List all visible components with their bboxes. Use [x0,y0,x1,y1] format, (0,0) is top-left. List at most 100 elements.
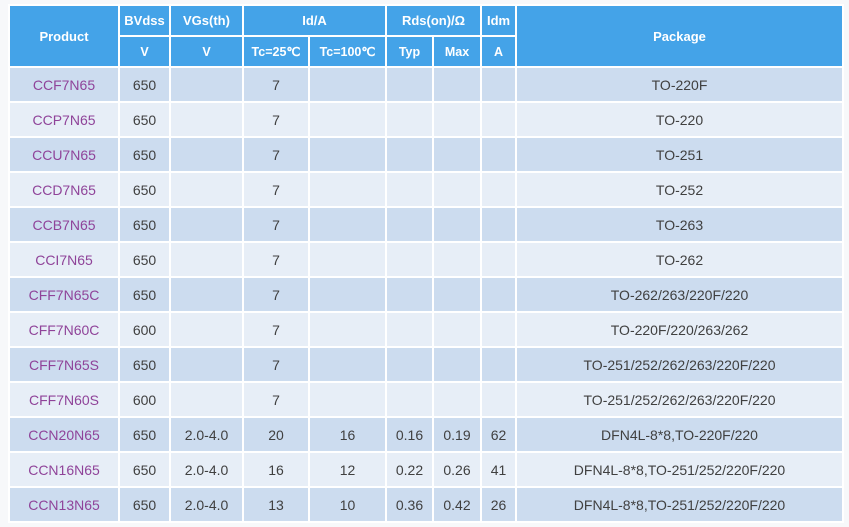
package-cell: TO-220F [515,66,845,103]
bvdss-cell: 650 [118,171,171,208]
header-bvdss-unit: V [118,35,171,68]
header-id-tc25: Tc=25℃ [242,35,310,68]
bvdss-cell: 650 [118,276,171,313]
package-cell: TO-220 [515,101,845,138]
vgsth-cell [169,276,244,313]
product-cell[interactable]: CCF7N65 [8,66,120,103]
idm-cell [480,171,518,208]
typ-cell [385,311,434,348]
bvdss-cell: 650 [118,136,171,173]
typ-cell [385,66,434,103]
product-cell[interactable]: CFF7N65S [8,346,120,383]
table-row: CFF7N60S 600 7 TO-251/252/262/263/220F/220 [8,381,845,418]
vgsth-cell [169,101,244,138]
table-row: CCN20N65 650 2.0-4.0 20 16 0.16 0.19 62 DFN4L-8*… [8,416,845,453]
header-idm-unit: A [480,35,518,68]
typ-cell [385,276,434,313]
id25-cell: 7 [242,206,310,243]
typ-cell [385,346,434,383]
id100-cell [308,381,387,418]
id25-cell: 20 [242,416,310,453]
max-cell [431,276,483,313]
idm-cell [480,206,518,243]
product-cell[interactable]: CCN13N65 [8,486,120,523]
table-row: CCI7N65 650 7 TO-262 [8,241,845,278]
product-cell[interactable]: CCN20N65 [8,416,120,453]
idm-cell: 26 [480,486,518,523]
idm-cell [480,241,518,278]
vgsth-cell: 2.0-4.0 [169,416,244,453]
bvdss-cell: 650 [118,451,171,488]
bvdss-cell: 600 [118,381,171,418]
id100-cell [308,276,387,313]
id100-cell [308,66,387,103]
header-rds-typ: Typ [385,35,434,68]
package-cell: TO-263 [515,206,845,243]
idm-cell: 62 [480,416,518,453]
max-cell [431,101,483,138]
id100-cell [308,136,387,173]
typ-cell [385,241,434,278]
vgsth-cell [169,171,244,208]
package-cell: DFN4L-8*8,TO-251/252/220F/220 [515,451,845,488]
table-row: CFF7N60C 600 7 TO-220F/220/263/262 [8,311,845,348]
idm-cell [480,101,518,138]
product-cell[interactable]: CCN16N65 [8,451,120,488]
vgsth-cell [169,206,244,243]
id25-cell: 7 [242,381,310,418]
table-row: CFF7N65S 650 7 TO-251/252/262/263/220F/220 [8,346,845,383]
product-cell[interactable]: CCD7N65 [8,171,120,208]
id100-cell: 16 [308,416,387,453]
idm-cell: 41 [480,451,518,488]
id25-cell: 16 [242,451,310,488]
product-cell[interactable]: CCB7N65 [8,206,120,243]
bvdss-cell: 650 [118,416,171,453]
max-cell [431,136,483,173]
table-header: Product BVdss VGs(th) Id/A Rds(on)/Ω Idm… [8,4,845,68]
bvdss-cell: 600 [118,311,171,348]
product-cell[interactable]: CFF7N60C [8,311,120,348]
id100-cell [308,241,387,278]
product-spec-table: Product BVdss VGs(th) Id/A Rds(on)/Ω Idm… [8,4,845,523]
vgsth-cell [169,136,244,173]
max-cell: 0.42 [431,486,483,523]
vgsth-cell [169,311,244,348]
product-cell[interactable]: CCP7N65 [8,101,120,138]
header-row-units: V V Tc=25℃ Tc=100℃ Typ Max A [9,35,843,68]
vgsth-cell [169,66,244,103]
max-cell [431,346,483,383]
id100-cell [308,101,387,138]
package-cell: TO-220F/220/263/262 [515,311,845,348]
idm-cell [480,136,518,173]
id25-cell: 7 [242,66,310,103]
table-row: CCU7N65 650 7 TO-251 [8,136,845,173]
product-cell[interactable]: CFF7N65C [8,276,120,313]
vgsth-cell [169,346,244,383]
header-rds-max: Max [431,35,483,68]
header-product: Product [8,4,120,68]
header-bvdss: BVdss [118,4,171,37]
idm-cell [480,346,518,383]
package-cell: TO-262 [515,241,845,278]
id100-cell: 10 [308,486,387,523]
package-cell: TO-251/252/262/263/220F/220 [515,381,845,418]
vgsth-cell [169,381,244,418]
id25-cell: 7 [242,346,310,383]
max-cell [431,66,483,103]
product-cell[interactable]: CFF7N60S [8,381,120,418]
max-cell: 0.19 [431,416,483,453]
package-cell: TO-251 [515,136,845,173]
header-row-groups: Product BVdss VGs(th) Id/A Rds(on)/Ω Idm… [8,4,845,68]
product-cell[interactable]: CCI7N65 [8,241,120,278]
table-row: CCF7N65 650 7 TO-220F [8,66,845,103]
id25-cell: 7 [242,276,310,313]
id25-cell: 7 [242,171,310,208]
product-cell[interactable]: CCU7N65 [8,136,120,173]
typ-cell: 0.36 [385,486,434,523]
vgsth-cell: 2.0-4.0 [169,451,244,488]
table-row: CFF7N65C 650 7 TO-262/263/220F/220 [8,276,845,313]
id100-cell: 12 [308,451,387,488]
id25-cell: 7 [242,311,310,348]
table-row: CCN16N65 650 2.0-4.0 16 12 0.22 0.26 41 DFN4L-8*… [8,451,845,488]
vgsth-cell: 2.0-4.0 [169,486,244,523]
